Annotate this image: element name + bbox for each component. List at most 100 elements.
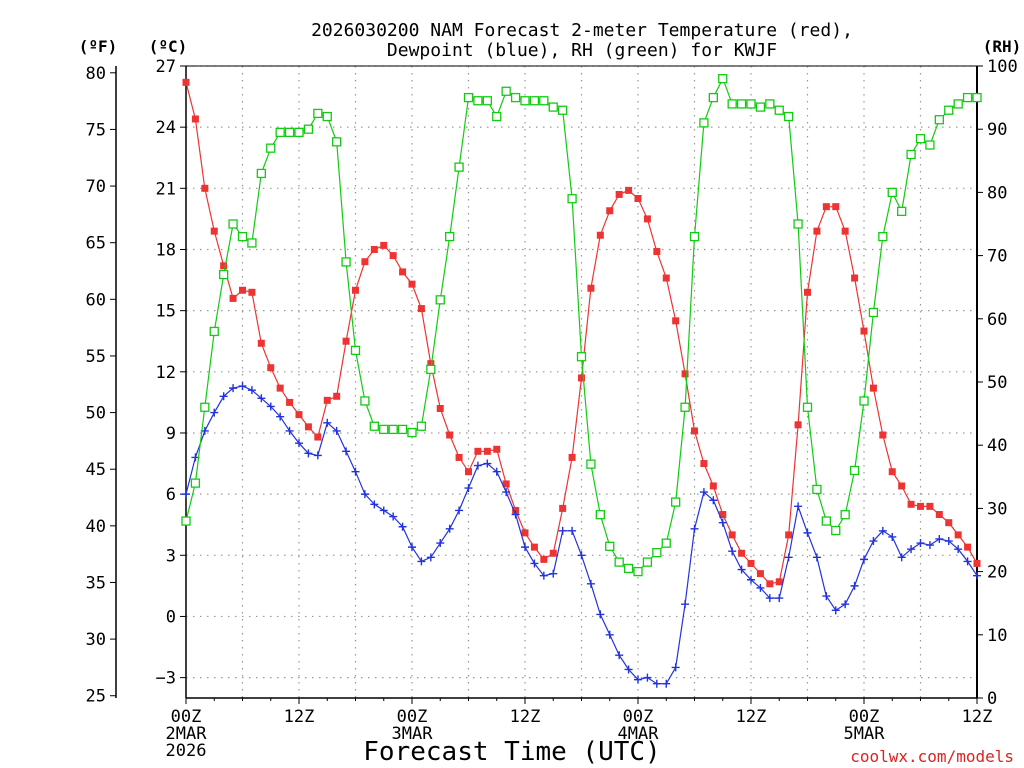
rh-tick-label: 50: [987, 373, 1007, 393]
rh-point: [633, 566, 643, 577]
dewpoint-c-point: [737, 565, 746, 574]
temperature-c-point: [794, 421, 802, 429]
dewpoint-c-point: [530, 559, 539, 568]
temperature-c-point: [229, 294, 237, 302]
temperature-c-point: [182, 78, 190, 86]
rh-point: [812, 484, 822, 495]
rh-point: [934, 115, 944, 125]
temperature-c-point: [860, 327, 868, 335]
x-tick-label: 00Z: [171, 707, 202, 727]
temperature-c-point: [559, 504, 567, 512]
dewpoint-c-point: [718, 518, 727, 527]
rh-point: [689, 231, 700, 242]
dewpoint-c-point: [313, 451, 322, 460]
temperature-c-point: [267, 364, 275, 372]
dewpoint-c-point: [342, 447, 351, 456]
temperature-c-point: [257, 339, 265, 347]
rh-point: [209, 326, 219, 337]
temperature-c-point: [643, 215, 651, 223]
dewpoint-c-point: [803, 528, 812, 537]
temperature-c-point: [191, 115, 199, 123]
dewpoint-c-point: [370, 500, 379, 509]
rh-point: [454, 162, 464, 172]
dewpoint-c-point: [285, 426, 294, 435]
dewpoint-c-point: [916, 539, 925, 548]
rh-tick-label: 90: [987, 120, 1007, 140]
rh-tick-label: 30: [987, 499, 1007, 519]
temperature-c-point: [879, 431, 887, 439]
temperature-c-point: [474, 447, 482, 455]
dewpoint-c-point: [944, 537, 953, 546]
dewpoint-c-point: [747, 575, 755, 584]
rh-point: [897, 206, 907, 217]
rh-point: [680, 402, 690, 412]
dewpoint-c-point: [831, 606, 840, 615]
temperature-c-point: [935, 511, 943, 519]
dewpoint-c-point: [643, 673, 652, 682]
x-tick-label: 12Z: [510, 707, 541, 727]
dewpoint-c-point: [229, 384, 238, 393]
rh-point: [219, 269, 229, 280]
dewpoint-c-point: [765, 594, 774, 603]
x-tick-label: 00Z: [849, 707, 880, 727]
dewpoint-c-point: [634, 675, 642, 684]
dewpoint-c-point: [596, 610, 605, 619]
rh-point: [821, 516, 831, 526]
rh-point: [266, 143, 276, 153]
temperature-c-point: [747, 559, 755, 567]
dewpoint-c-point: [709, 496, 718, 505]
rh-point: [228, 219, 238, 229]
dewpoint-c-point: [539, 571, 548, 580]
rh-point: [407, 427, 417, 438]
rh-tick-label: 70: [987, 247, 1007, 267]
fahrenheit-tick-label: 25: [86, 687, 106, 707]
temperature-c-point: [709, 482, 717, 490]
rh-tick-label: 60: [987, 310, 1007, 330]
temperature-c-point: [512, 506, 520, 514]
rh-point: [567, 194, 577, 204]
rh-point: [915, 134, 926, 144]
celsius-tick-label: 3: [166, 546, 176, 566]
temperature-c-point: [380, 241, 388, 249]
rh-point: [463, 92, 474, 103]
celsius-tick-label: 6: [166, 485, 176, 505]
x-tick-label: 00Z: [623, 707, 654, 727]
dewpoint-c-point: [511, 510, 520, 519]
fahrenheit-tick-label: 75: [86, 120, 106, 140]
rh-point: [849, 465, 860, 476]
temperature-c-point: [352, 286, 359, 294]
temperature-c-point: [691, 427, 698, 435]
dewpoint-c-point: [615, 651, 624, 660]
dewpoint-c-point: [624, 665, 633, 674]
dewpoint-c-point: [247, 386, 256, 395]
dewpoint-c-point: [897, 553, 906, 562]
rh-point: [397, 424, 408, 435]
dewpoint-c-point: [925, 541, 934, 550]
rh-point: [237, 231, 248, 242]
temperature-c-point: [483, 447, 491, 455]
rh-point: [878, 231, 888, 242]
dewpoint-c-point: [841, 600, 850, 609]
temperature-c-point: [295, 411, 303, 419]
celsius-tick-label: 9: [166, 424, 176, 444]
dewpoint-c-point: [257, 394, 266, 403]
dewpoint-c-point: [756, 583, 765, 592]
temperature-c-point: [775, 578, 783, 586]
dewpoint-c-point: [869, 537, 878, 546]
temperature-c-point: [634, 195, 642, 203]
dewpoint-c-point: [483, 459, 492, 468]
rh-point: [181, 516, 191, 526]
temperature-c-point: [587, 284, 595, 292]
fahrenheit-tick-label: 65: [86, 234, 106, 254]
dewpoint-c-point: [973, 571, 981, 580]
rh-point: [313, 108, 323, 119]
dewpoint-c-point: [502, 488, 511, 497]
dewpoint-c-point: [417, 557, 426, 566]
temperature-c-point: [813, 227, 821, 235]
rh-point: [369, 421, 379, 431]
rh-point: [322, 111, 332, 122]
dewpoint-c-point: [888, 532, 897, 541]
x-tick-label: 3MAR: [392, 724, 434, 744]
temperature-c-point: [201, 184, 209, 192]
temperature-c-point: [700, 460, 708, 468]
